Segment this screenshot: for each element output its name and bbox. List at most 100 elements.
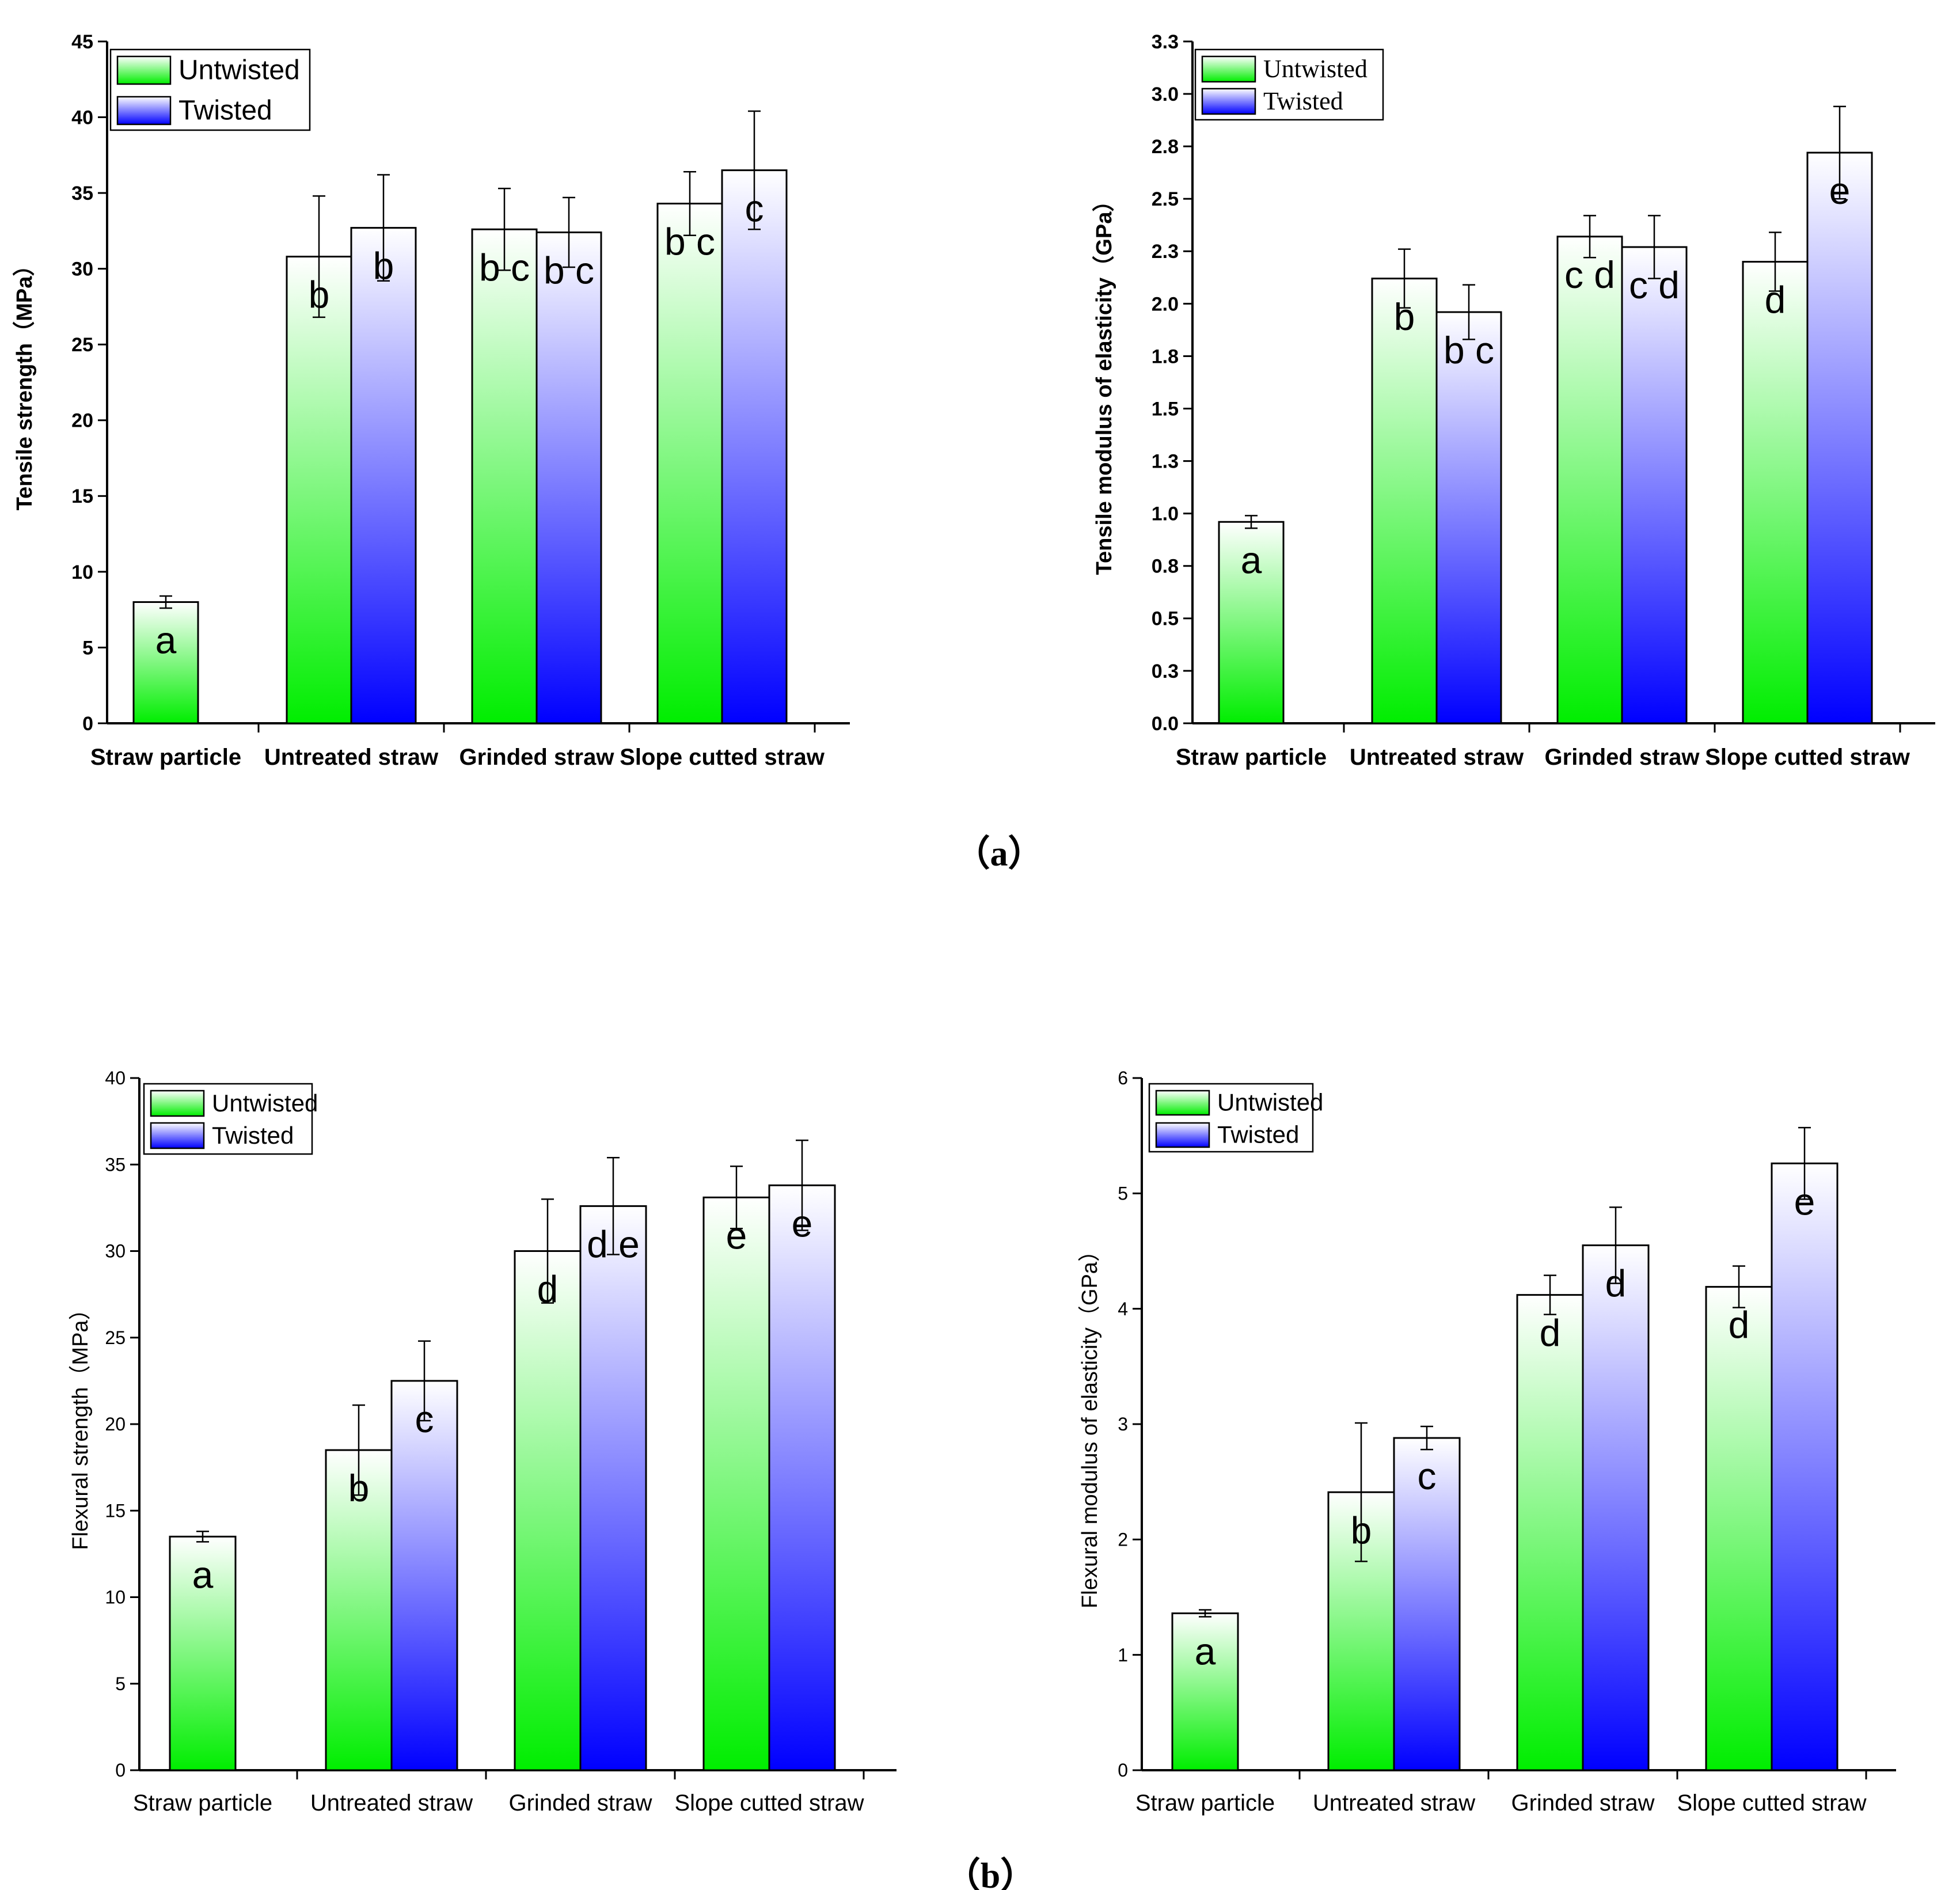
y-tick-label: 45 — [71, 31, 93, 53]
significance-letter: c d — [1629, 264, 1680, 306]
x-tick-label: Untreated straw — [1313, 1790, 1475, 1816]
bar — [390, 1380, 458, 1771]
significance-letter: b c — [544, 249, 594, 292]
legend-label: Twisted — [178, 95, 272, 126]
bar — [1435, 311, 1502, 724]
y-tick-label: 0 — [115, 1760, 126, 1781]
bar — [169, 1535, 237, 1771]
y-tick-label: 3.0 — [1152, 84, 1179, 105]
y-tick-label: 25 — [105, 1327, 126, 1348]
significance-letter: b c — [479, 246, 530, 289]
bar — [1705, 1286, 1773, 1771]
y-tick-label: 0 — [82, 713, 93, 735]
significance-letter: d — [1605, 1262, 1627, 1305]
bar — [1393, 1437, 1461, 1771]
significance-letter: d e — [587, 1223, 640, 1265]
x-tick-label: Untreated straw — [1350, 745, 1524, 770]
y-tick-label: 0.8 — [1152, 556, 1179, 578]
bar — [1171, 1612, 1239, 1771]
chart-4: 0 1 2 3 4 5 6 Flexural modulus of elasticity（GP… — [1078, 1068, 1896, 1816]
y-tick-label: 1.0 — [1152, 503, 1179, 525]
legend-label: Twisted — [1263, 87, 1343, 115]
bar — [1771, 1162, 1839, 1771]
significance-letter: a — [192, 1553, 214, 1596]
legend-swatch — [1155, 1122, 1210, 1148]
y-tick-label: 1.5 — [1152, 398, 1179, 420]
chart-3: 0 5 10 15 20 25 30 35 40 Flexural strength（MPa） St… — [69, 1068, 897, 1816]
significance-letter: b c — [664, 221, 715, 263]
y-tick-label: 35 — [71, 183, 93, 204]
legend-label: Untwisted — [212, 1090, 318, 1117]
y-tick-label: 2.8 — [1152, 136, 1179, 158]
x-tick-label: Straw particle — [1135, 1790, 1275, 1816]
bar — [1582, 1244, 1650, 1771]
y-tick-label: 40 — [105, 1068, 126, 1088]
significance-letter: b — [348, 1467, 370, 1509]
x-tick-label: Grinded straw — [1545, 745, 1700, 770]
significance-letter: d — [1729, 1304, 1750, 1346]
panel-label-b: （b） — [945, 1855, 1036, 1890]
y-tick-label: 40 — [71, 107, 93, 128]
legend-label: Untwisted — [1263, 55, 1368, 83]
bar — [579, 1205, 647, 1771]
bar — [286, 256, 352, 724]
bar — [768, 1184, 836, 1771]
bar — [1742, 261, 1809, 724]
y-axis-label: Flexural modulus of elasticity（GPa） — [1078, 1240, 1102, 1608]
significance-letter: e — [1794, 1180, 1815, 1223]
chart-1: 0 5 10 15 20 25 30 35 40 45 Tensile strength（MPa） S… — [13, 31, 850, 770]
y-tick-label: 30 — [105, 1241, 126, 1262]
bar — [1516, 1294, 1584, 1771]
legend-swatch — [116, 55, 172, 85]
y-tick-label: 1 — [1118, 1645, 1128, 1665]
bar — [350, 227, 417, 724]
significance-letter: e — [726, 1214, 747, 1257]
legend-label: Twisted — [1217, 1121, 1299, 1148]
chart-2: 0.0 0.3 0.5 0.8 1.0 1.3 1.5 1.8 2.0 2.3 2.5 2.8 3.0 3… — [1092, 31, 1935, 770]
y-tick-label: 4 — [1118, 1299, 1128, 1319]
bar — [702, 1196, 770, 1771]
significance-letter: b — [1351, 1509, 1372, 1551]
y-tick-label: 5 — [1118, 1183, 1128, 1204]
x-tick-label: Grinded straw — [459, 745, 615, 770]
bar — [1218, 521, 1285, 724]
y-axis-label: Tensile strength（MPa） — [13, 255, 37, 511]
significance-letter: c — [745, 187, 764, 230]
y-tick-label: 6 — [1118, 1068, 1128, 1088]
bar — [471, 228, 538, 724]
bar — [1371, 278, 1438, 724]
significance-letter: e — [792, 1202, 813, 1244]
legend-swatch — [150, 1122, 205, 1149]
y-tick-label: 20 — [105, 1414, 126, 1434]
legend: Untwisted Twisted — [143, 1083, 318, 1155]
bar — [1556, 236, 1623, 724]
panel-label-a: （a） — [954, 833, 1043, 874]
x-tick-label: Straw particle — [90, 745, 241, 770]
y-tick-label: 0 — [1118, 1760, 1128, 1781]
legend: Untwisted Twisted — [1148, 1083, 1323, 1153]
y-tick-label: 30 — [71, 259, 93, 280]
significance-letter: d — [1765, 279, 1786, 321]
legend-label: Untwisted — [1217, 1088, 1323, 1115]
y-tick-label: 5 — [115, 1673, 126, 1694]
significance-letter: d — [1540, 1312, 1561, 1354]
y-tick-label: 10 — [71, 561, 93, 583]
y-tick-label: 2.3 — [1152, 241, 1179, 263]
y-tick-label: 15 — [71, 485, 93, 507]
x-tick-label: Slope cutted straw — [1705, 745, 1910, 770]
y-tick-label: 5 — [82, 637, 93, 659]
bar — [656, 203, 723, 724]
significance-letter: e — [1829, 169, 1851, 212]
bar — [132, 601, 199, 724]
significance-letter: b — [309, 274, 330, 316]
y-tick-label: 1.8 — [1152, 346, 1179, 367]
significance-letter: c — [1418, 1455, 1437, 1497]
x-tick-label: Grinded straw — [509, 1790, 652, 1816]
significance-letter: a — [1195, 1630, 1216, 1673]
x-tick-label: Slope cutted straw — [674, 1790, 864, 1816]
significance-letter: d — [537, 1268, 559, 1311]
bar — [325, 1449, 393, 1771]
y-tick-label: 35 — [105, 1154, 126, 1175]
y-axis-label: Tensile modulus of elasticity（GPa） — [1092, 190, 1116, 575]
